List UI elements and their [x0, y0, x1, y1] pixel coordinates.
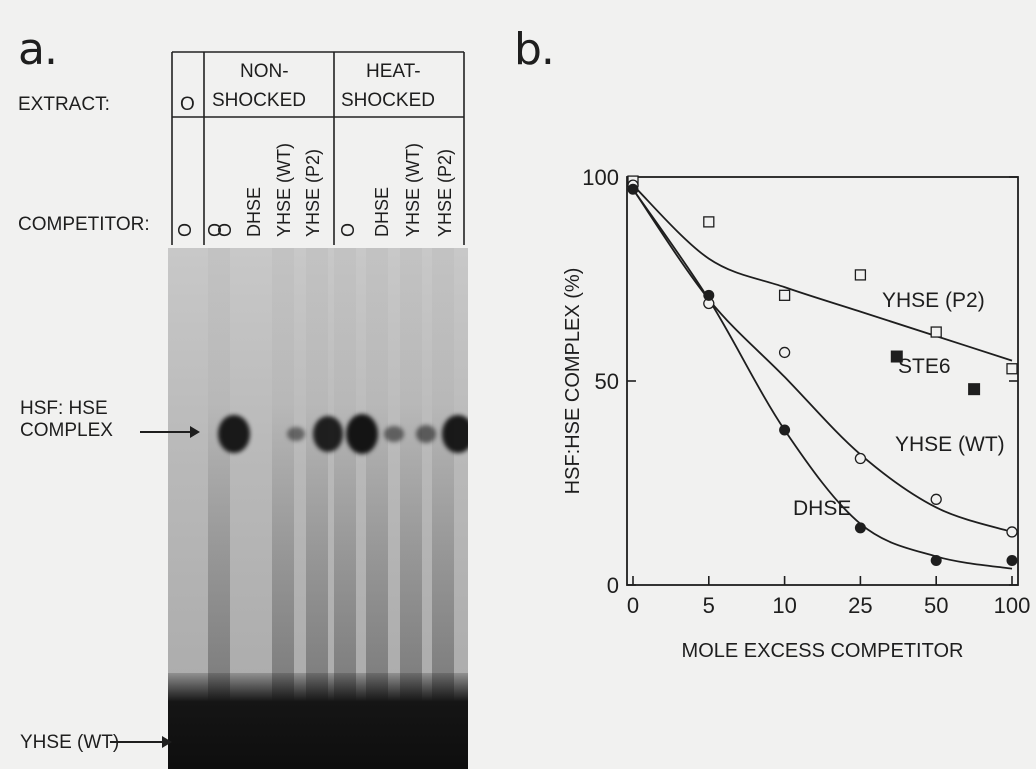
- data-point: [703, 216, 715, 228]
- lane-label: YHSE (WT): [274, 143, 294, 237]
- free-probe-band: [168, 673, 468, 769]
- extract-heat-line1: HEAT-: [366, 61, 421, 82]
- lane-header-grid: [171, 51, 465, 245]
- lane-label: YHSE (WT): [403, 143, 423, 237]
- extract-zero: O: [180, 94, 195, 115]
- series-line: [632, 188, 1013, 533]
- y-axis-label: HSF:HSE COMPLEX (%): [562, 268, 584, 495]
- data-point: [890, 350, 903, 363]
- gel-image: [168, 248, 468, 769]
- lane-label: YHSE (P2): [303, 148, 323, 237]
- complex-band: [442, 414, 468, 454]
- series-label: STE6: [898, 355, 951, 378]
- data-point: [778, 289, 791, 301]
- complex-band: [286, 426, 306, 442]
- lane-label: YHSE (P2): [435, 148, 455, 237]
- complex-label-line2: COMPLEX: [20, 419, 113, 441]
- data-point: [930, 555, 942, 567]
- data-point: [968, 383, 981, 396]
- complex-label-line1: HSF: HSE: [20, 398, 108, 419]
- lane-label: O: [215, 222, 235, 237]
- x-tick-label: 25: [848, 593, 872, 618]
- data-point: [627, 183, 639, 195]
- extract-non-line2: SHOCKED: [212, 90, 306, 111]
- data-point: [1006, 363, 1018, 375]
- competitor-label: COMPETITOR:: [18, 214, 150, 235]
- extract-heat-line2: SHOCKED: [341, 90, 435, 111]
- x-tick-label: 50: [924, 593, 948, 618]
- series-label: YHSE (WT): [895, 433, 1005, 456]
- x-axis-label: MOLE EXCESS COMPETITOR: [682, 640, 964, 660]
- extract-non-line1: NON-: [240, 61, 289, 82]
- free-probe-arrow-icon: [110, 736, 172, 748]
- data-point: [930, 326, 942, 338]
- extract-label: EXTRACT:: [18, 94, 110, 115]
- data-point: [854, 452, 867, 465]
- series-label: DHSE: [793, 497, 851, 520]
- data-point: [930, 493, 942, 505]
- free-probe-label: YHSE (WT): [20, 732, 120, 753]
- complex-band: [312, 415, 344, 453]
- x-tick-label: 0: [627, 593, 639, 618]
- y-tick-label: 50: [595, 369, 619, 394]
- data-point: [854, 269, 867, 281]
- panel-a-label: a.: [18, 24, 58, 75]
- complex-band: [346, 414, 378, 454]
- lane-label: O: [338, 222, 358, 237]
- x-tick-label: 10: [772, 593, 796, 618]
- data-point: [779, 424, 791, 436]
- data-point: [1006, 526, 1018, 538]
- data-point: [778, 346, 791, 359]
- complex-band: [218, 414, 250, 454]
- y-tick-label: 0: [607, 573, 619, 598]
- data-point: [854, 522, 866, 534]
- series-label: YHSE (P2): [882, 289, 985, 312]
- complex-label: HSF: HSE COMPLEX: [20, 398, 113, 442]
- competition-chart: 0 50 100 0 5 10 25 50 100 MOLE EXCESS COMPETITOR H…: [562, 165, 1030, 660]
- x-tick-label: 100: [994, 593, 1030, 618]
- data-point: [1006, 555, 1018, 567]
- lane-label: DHSE: [244, 186, 264, 237]
- complex-band: [384, 425, 404, 443]
- panel-b-label: b.: [514, 24, 555, 75]
- y-tick-label: 100: [582, 165, 619, 190]
- lane-label: O: [175, 222, 195, 237]
- x-tick-label: 5: [703, 593, 715, 618]
- complex-band: [415, 425, 437, 443]
- lane-label: DHSE: [372, 186, 392, 237]
- complex-arrow-icon: [140, 426, 200, 438]
- data-point: [703, 289, 715, 301]
